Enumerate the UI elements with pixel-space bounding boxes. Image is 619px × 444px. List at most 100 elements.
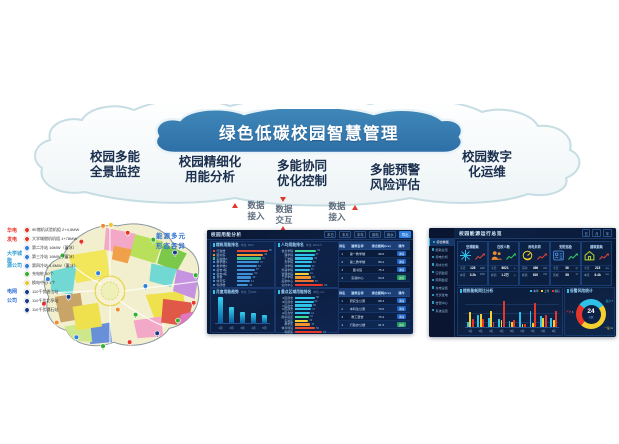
panel-title: 人均用能排名 [280,242,304,247]
table-row[interactable]: 4 行政办公楼 61.5 达标 [339,321,410,329]
map-pin [41,301,47,309]
filter-chip[interactable]: 本月 [339,230,352,239]
column-header: 综合能耗(tce) [371,290,391,295]
time-toggle[interactable]: 年 [603,229,612,237]
bar-value: 57 [315,253,319,257]
table-row[interactable]: 2 第二教学楼 86.2 详情 [339,258,410,266]
map-pin [192,272,199,281]
sidebar-item-3[interactable]: 用电分析 [429,253,454,261]
sidebar-item-5[interactable]: 空调监控 [429,268,454,276]
kpi-stat-label: 本月 [584,272,590,277]
filter-chip[interactable]: 本年 [354,230,367,239]
feature-panoramic-monitoring: 校园多能 全景监控 [90,150,140,181]
kpi-stat-unit: 次 [575,267,578,271]
sidebar-item-4[interactable]: 用水分析 [429,261,454,269]
kpi-card-3[interactable]: 用电负荷 实时 456 kW 峰值 620 kW [519,241,550,286]
kpi-stat-value: 128 [470,266,476,271]
legend-label: 图书馆 [216,252,226,257]
energy-analysis-dashboard[interactable]: 校园用能分析 本日 本月 本年 用电 用水 导出 楼栋用能排名 单位: kWh 行政楼图… [207,230,413,334]
bar [294,272,309,275]
action-badge[interactable]: 达标 [396,322,407,327]
action-badge[interactable]: 详情 [396,314,407,319]
bar [529,310,532,327]
table-cell: 61.5 [378,322,385,327]
bar [229,307,234,323]
energy-overview-dashboard[interactable]: 综合看板 能耗总览 用电分析 用水分析 空调监控 照明监控 充电设施 光伏发电 告警中心 系统设置… [429,228,616,337]
kpi-stat-row: 今日 8621 人 [489,264,518,272]
action-badge[interactable]: 详情 [396,259,407,264]
feature-line: 校园数字 [461,150,513,164]
sidebar-item-9[interactable]: 告警中心 [429,299,454,307]
panel-unit: 单位: tce [313,290,325,294]
action-badge[interactable]: 达标 [396,275,407,280]
bar-track: 82 [294,284,337,287]
sidebar-item-2[interactable]: 能耗总览 [429,246,454,254]
bar-group [508,320,516,327]
kpi-card-2[interactable]: 在校人数 今日 8621 人峰值 1.2万人 [488,241,519,286]
table-row[interactable]: 3 教工宿舍 70.2 详情 [339,313,410,321]
bar-value: 70 [260,260,263,264]
export-button[interactable]: 导出 [399,231,411,238]
action-badge[interactable]: 详情 [396,267,407,272]
sidebar-item-7[interactable]: 充电设施 [429,284,454,292]
table-row[interactable]: 2 本科生公寓 79.6 详情 [339,305,410,313]
time-toggle[interactable]: 日 [581,229,591,237]
menu-icon [431,286,434,289]
kpi-stat-label: 今日 [584,266,590,271]
table-row[interactable]: 1 研究生公寓 88.3 详情 [339,297,410,305]
table-row[interactable]: 4 实验中心 64.8 达标 [339,274,410,282]
legend-item: 体育馆 [213,279,237,283]
kpi-card-4[interactable]: 安防巡检 今日 36 次完成 98% [550,241,581,286]
sidebar-item-1[interactable]: 综合看板 [429,238,454,246]
column-header: 排名 [339,290,346,295]
column-header: 建筑名称 [351,243,364,248]
bar [237,253,264,256]
bar [539,316,542,327]
bar [294,300,314,303]
time-toggle[interactable]: 月 [592,229,602,237]
bar [294,311,311,315]
sidebar-item-10[interactable]: 系统设置 [429,306,454,314]
filter-chip[interactable]: 用电 [369,230,382,239]
action-badge[interactable]: 详情 [396,298,407,303]
panel-title: 月度用能趋势 [215,289,239,294]
kpi-stat-unit: kW [543,266,547,270]
sidebar-item-6[interactable]: 照明监控 [429,276,454,284]
campus-map-screenshot[interactable]: 华电 9E燃机试验机组 2+4.5MW 发电 大学城燃机机组 1+78MW 第二冷站 1… [6,220,206,354]
legend-label: 体育馆 [216,279,226,284]
bar-value: 84 [264,253,268,257]
x-axis-label: 7栋 [530,329,535,333]
kpi-card-5[interactable]: 建筑能耗 今日 215 tce 本月 6.4k tce [581,241,612,286]
table-cell: 实验中心 [351,276,364,280]
map-pin [73,334,80,343]
legend-item: 教学楼1 [213,260,237,264]
column-header: 操作 [398,243,405,248]
filter-chip[interactable]: 用水 [384,230,397,239]
panel-building-ranking: 楼栋用能排名 单位: kWh 行政楼 图书馆 实验楼A 教学楼1 教学楼2 宿舍1栋 宿舍2… [210,241,275,288]
table-cell: 2 [341,306,344,311]
map-pin-icon [22,261,32,270]
panel-alarm-stats: 告警风险统计 24 总数 提示 7 一般 11 严重 6 [564,287,615,336]
bar-track: 41 [294,315,337,318]
bar [482,319,484,327]
kpi-card-1[interactable]: 空调能耗 今日 128 kWh 本月 3.2k kWh [457,241,488,286]
table-row[interactable]: 3 图书馆 75.4 详情 [339,266,410,274]
panel-unit: 单位: kWh/人 [305,243,323,247]
action-badge[interactable]: 详情 [396,251,407,256]
filter-chip[interactable]: 本日 [324,230,337,239]
kpi-stat-row: 完成 98% [551,271,580,278]
bar-row: 46 [237,276,272,280]
action-badge[interactable]: 详情 [396,306,407,311]
bar [513,320,516,327]
feature-digital-ops: 校园数字 化运维 [462,150,512,181]
sidebar-item-8[interactable]: 光伏发电 [429,291,454,299]
series-color-swatch [551,290,554,292]
x-axis-label: 1月 [218,326,223,330]
bar-track: 41 [294,272,337,275]
bar-group [477,313,484,327]
table-row[interactable]: 1 第一教学楼 98.6 详情 [339,250,410,258]
bar-row: 文学院 49 [278,260,336,264]
bar [294,257,314,260]
table-cell: 98.6 [378,251,385,256]
x-axis-label: 3月 [240,326,245,330]
